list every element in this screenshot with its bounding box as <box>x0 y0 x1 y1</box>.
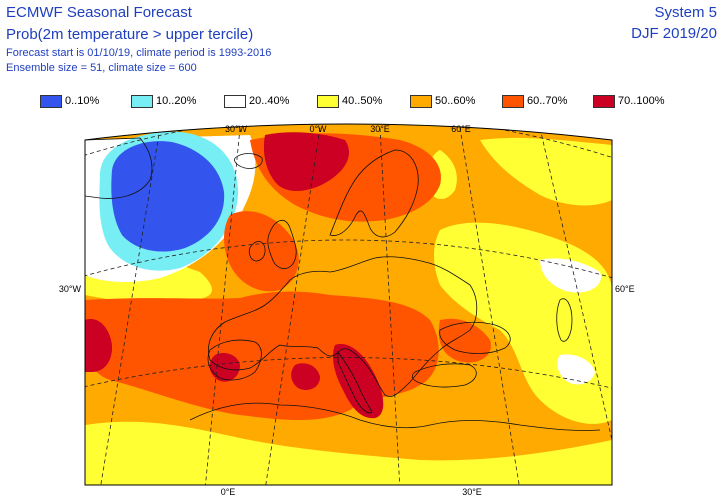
system-label: System 5 <box>654 4 717 21</box>
field-70-100 <box>85 319 113 372</box>
parallel-line <box>85 239 612 281</box>
coastline-italy <box>337 350 373 414</box>
legend-label: 0..10% <box>65 95 100 107</box>
legend-swatch <box>593 95 615 108</box>
coastlines <box>85 137 601 431</box>
lon-label-bottom: 0°E <box>221 487 236 497</box>
meridian-line <box>204 127 241 485</box>
season-label: DJF 2019/20 <box>631 25 717 42</box>
lon-label-top: 30°E <box>370 124 390 134</box>
graticule <box>85 124 612 485</box>
legend-label: 20..40% <box>249 95 290 107</box>
field-20-40 <box>557 354 595 385</box>
coastline-ireland <box>248 241 266 262</box>
lon-label-top: 0°W <box>309 124 327 134</box>
coastline-black-sea <box>439 321 511 354</box>
field-60-70 <box>438 318 491 363</box>
legend-label: 40..50% <box>342 95 383 107</box>
field-70-100 <box>263 132 350 192</box>
coastline-greenland <box>85 137 153 199</box>
legend-swatch <box>131 95 153 108</box>
coastline-continent <box>208 256 478 397</box>
lon-label-bottom: 30°E <box>462 487 482 497</box>
map-frame <box>84 123 613 486</box>
coastline-iberia <box>207 339 262 381</box>
lon-label-right: 60°E <box>615 284 635 294</box>
ensemble-size-info: Ensemble size = 51, climate size = 600 <box>6 62 197 74</box>
parallel-line <box>85 124 612 161</box>
field-0-10 <box>111 141 225 252</box>
forecast-start-info: Forecast start is 01/10/19, climate peri… <box>6 47 272 59</box>
coastline-britain <box>267 219 297 269</box>
lon-label-left: 30°W <box>59 284 82 294</box>
legend-label: 10..20% <box>156 95 197 107</box>
lon-label-top: 30°W <box>225 124 248 134</box>
field-60-70 <box>224 211 299 292</box>
field-20-40 <box>540 258 601 293</box>
field-40-50 <box>480 137 612 206</box>
legend-label: 50..60% <box>435 95 476 107</box>
meridian-line <box>99 127 161 485</box>
field-40-50 <box>85 421 612 485</box>
legend-label: 60..70% <box>527 95 568 107</box>
field-70-100 <box>291 363 320 390</box>
meridian-line <box>459 127 521 485</box>
coastline-scandinavia <box>329 149 419 238</box>
coastline-caspian <box>556 298 573 342</box>
meridian-line <box>539 127 612 441</box>
meridian-line <box>379 127 401 485</box>
legend-swatch <box>224 95 246 108</box>
coastline-turkey <box>411 363 477 388</box>
probability-field <box>85 124 612 485</box>
legend-swatch <box>317 95 339 108</box>
forecast-variable: Prob(2m temperature > upper tercile) <box>6 26 254 43</box>
legend-label: 70..100% <box>618 95 665 107</box>
parallel-line <box>85 357 612 391</box>
meridian-line <box>264 127 321 485</box>
legend-swatch <box>410 95 432 108</box>
legend-swatch <box>502 95 524 108</box>
lon-label-top: 60°E <box>451 124 471 134</box>
page-title: ECMWF Seasonal Forecast <box>6 4 192 21</box>
legend-swatch <box>40 95 62 108</box>
coastline-north-africa <box>189 402 601 431</box>
